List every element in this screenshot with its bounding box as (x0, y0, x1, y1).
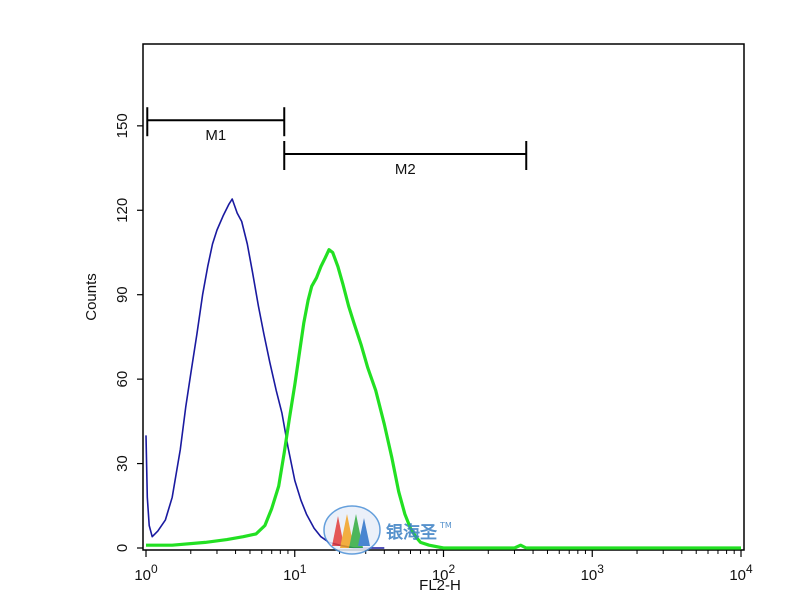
x-axis-title: FL2-H (419, 577, 461, 594)
x-tick-base: 10 (134, 567, 151, 584)
histogram-line-green (146, 248, 741, 550)
x-tick-label: 101 (283, 562, 307, 584)
x-tick-label: 100 (134, 562, 158, 584)
watermark-text: 银海圣 (386, 522, 438, 543)
y-tick-label: 90 (114, 286, 131, 303)
x-tick-base: 10 (729, 567, 746, 584)
gate-marker-label: M1 (205, 127, 226, 144)
gate-marker-m1: M1 (146, 107, 286, 144)
x-tick-exponent: 1 (300, 562, 307, 576)
x-tick-label: 103 (581, 562, 605, 584)
y-axis-title: Counts (83, 273, 100, 321)
y-tick-label: 30 (114, 455, 131, 472)
watermark-tm: TM (439, 521, 452, 530)
y-tick-label: 60 (114, 371, 131, 388)
series-layer (145, 198, 741, 550)
gate-markers: M1 M2 (146, 107, 528, 178)
watermark-emblem-icon (323, 505, 381, 555)
gate-marker-label: M2 (395, 161, 416, 178)
x-tick-label: 102 (432, 562, 456, 584)
x-tick-base: 10 (432, 567, 449, 584)
x-tick-exponent: 4 (746, 562, 753, 576)
x-tick-exponent: 3 (597, 562, 604, 576)
y-tick-label: 120 (114, 198, 131, 223)
x-tick-base: 10 (283, 567, 300, 584)
gate-marker-m2: M2 (283, 140, 528, 178)
y-tick-label: 150 (114, 113, 131, 138)
plot-frame (142, 43, 745, 551)
x-tick-exponent: 0 (151, 562, 158, 576)
y-tick-label: 0 (114, 544, 131, 552)
x-tick-base: 10 (581, 567, 598, 584)
histogram-line-blue (145, 198, 385, 549)
x-tick-exponent: 2 (449, 562, 456, 576)
x-tick-label: 104 (729, 562, 753, 584)
watermark-logo: 银海圣 TM (323, 505, 452, 555)
